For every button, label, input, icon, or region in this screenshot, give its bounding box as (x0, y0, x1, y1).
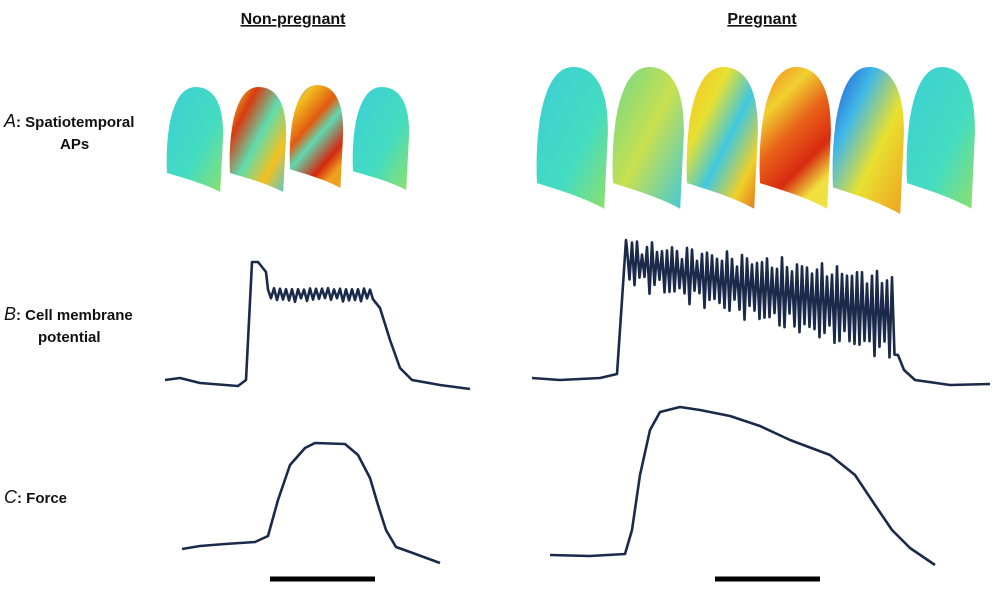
ap-maps-pregnant (536, 67, 975, 214)
column-title: Pregnant (727, 11, 797, 28)
row-label: C: Force (4, 487, 67, 507)
ap-maps-nonpregnant (166, 85, 410, 192)
row-label-line: potential (38, 329, 101, 346)
row-label: B: Cell membrane (4, 304, 133, 324)
force-trace (181, 441, 441, 565)
membrane-trace (164, 260, 471, 391)
row-label: A: Spatiotemporal (3, 111, 134, 131)
membrane-trace (531, 238, 991, 387)
column-title: Non-pregnant (241, 11, 347, 28)
row-label-line: APs (60, 136, 89, 153)
force-trace (549, 405, 936, 567)
